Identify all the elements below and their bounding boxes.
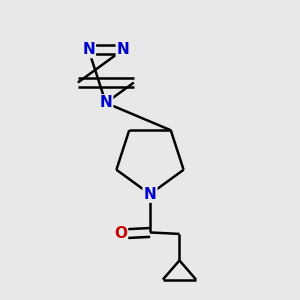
Text: O: O [114,226,127,242]
Text: N: N [144,187,156,202]
Text: N: N [82,42,95,57]
Text: N: N [117,42,130,57]
Text: N: N [100,95,112,110]
